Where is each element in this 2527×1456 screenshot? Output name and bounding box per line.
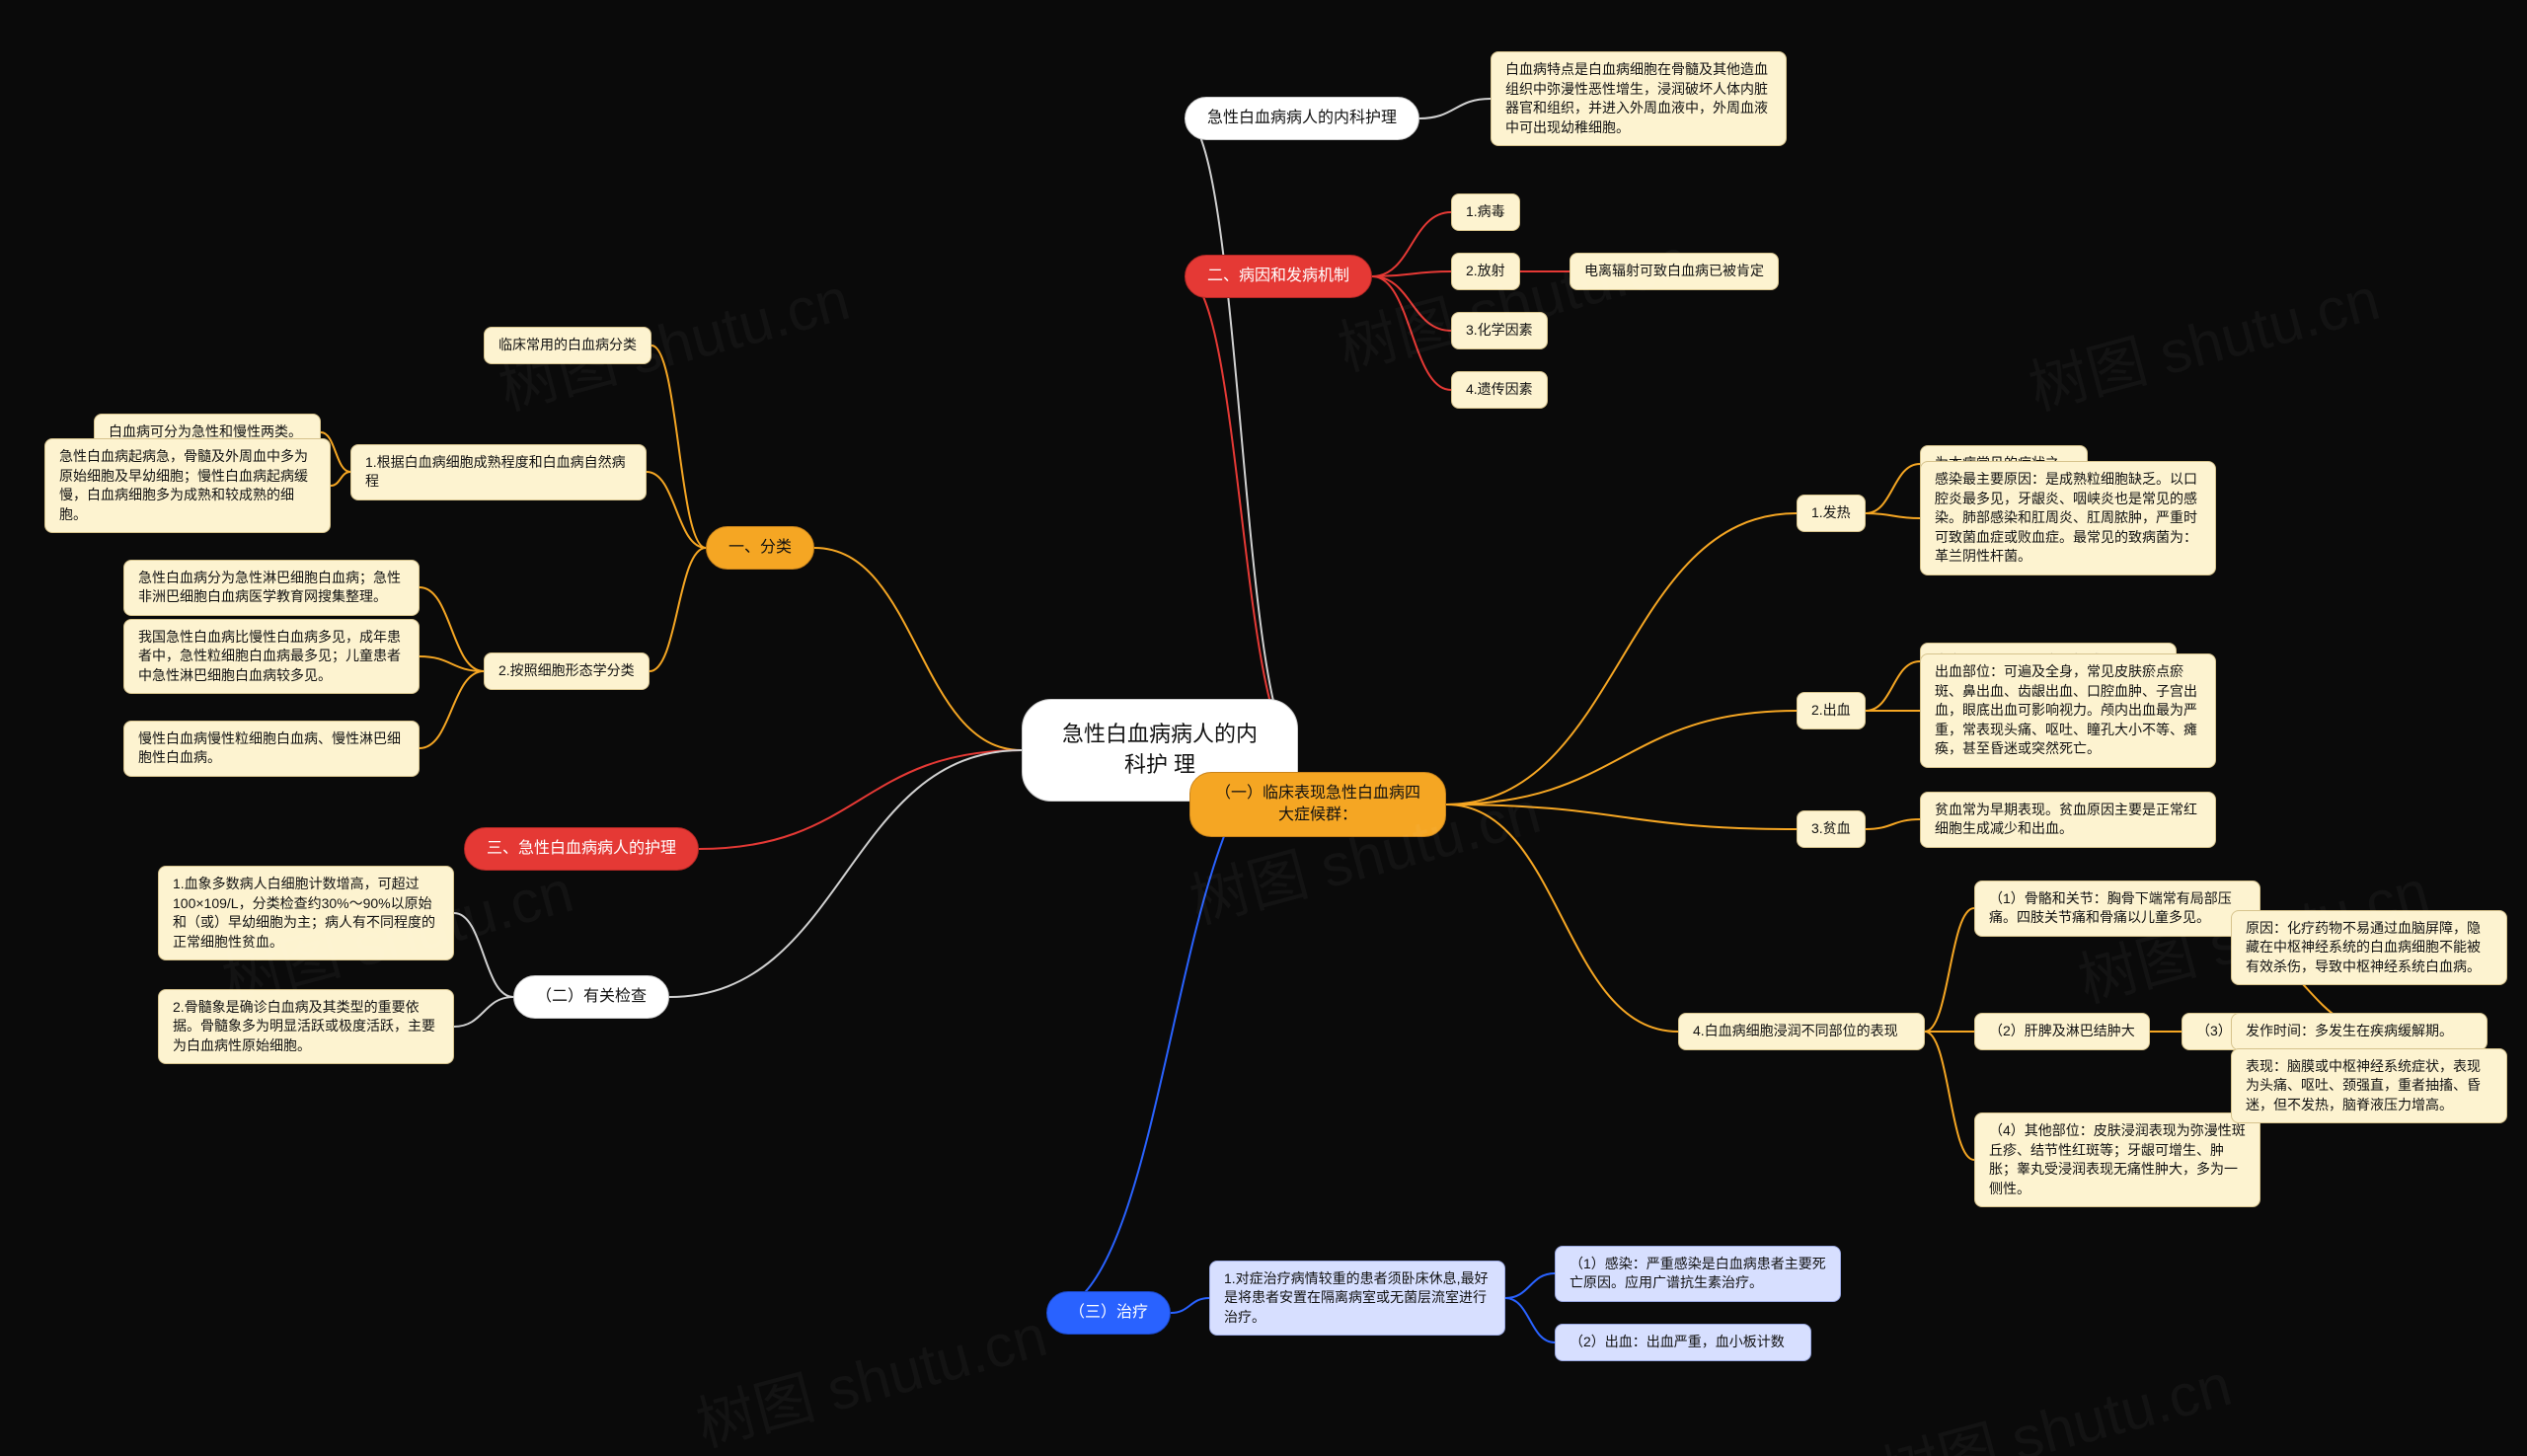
mindmap-node[interactable]: 发作时间：多发生在疾病缓解期。 xyxy=(2231,1013,2488,1050)
mindmap-link xyxy=(420,587,484,671)
mindmap-link xyxy=(1505,1273,1555,1298)
mindmap-node[interactable]: 三、急性白血病病人的护理 xyxy=(464,827,699,871)
mindmap-link xyxy=(1925,1032,1974,1160)
mindmap-link xyxy=(669,750,1022,997)
mindmap-link xyxy=(1419,99,1491,118)
mindmap-link xyxy=(650,548,706,671)
mindmap-node[interactable]: （二）有关检查 xyxy=(513,975,669,1019)
mindmap-node[interactable]: （4）其他部位：皮肤浸润表现为弥漫性斑丘疹、结节性红斑等；牙龈可增生、肿胀；睾丸… xyxy=(1974,1112,2260,1207)
mindmap-node[interactable]: 2.放射 xyxy=(1451,253,1520,290)
mindmap-node[interactable]: 临床常用的白血病分类 xyxy=(484,327,651,364)
watermark: 树图 shutu.cn xyxy=(686,1287,1055,1456)
mindmap-node[interactable]: 1.对症治疗病情较重的患者须卧床休息,最好是将患者安置在隔离病室或无菌层流室进行… xyxy=(1209,1261,1505,1337)
mindmap-link xyxy=(1866,513,1920,518)
mindmap-node[interactable]: 贫血常为早期表现。贫血原因主要是正常红细胞生成减少和出血。 xyxy=(1920,792,2216,848)
mindmap-link xyxy=(1866,819,1920,829)
mindmap-node[interactable]: 1.病毒 xyxy=(1451,193,1520,231)
mindmap-node[interactable]: 电离辐射可致白血病已被肯定 xyxy=(1570,253,1779,290)
mindmap-link xyxy=(420,656,484,671)
mindmap-node[interactable]: 3.化学因素 xyxy=(1451,312,1548,349)
mindmap-node[interactable]: （一）临床表现急性白血病四大症候群： xyxy=(1189,772,1446,838)
mindmap-link xyxy=(1866,464,1920,513)
mindmap-link xyxy=(1185,276,1298,750)
mindmap-link xyxy=(331,472,350,486)
mindmap-node[interactable]: 急性白血病病人的内科护理 xyxy=(1185,97,1419,140)
mindmap-link xyxy=(1505,1298,1555,1342)
mindmap-node[interactable]: 慢性白血病慢性粒细胞白血病、慢性淋巴细胞性白血病。 xyxy=(123,721,420,777)
mindmap-node[interactable]: 急性白血病分为急性淋巴细胞白血病；急性非洲巴细胞白血病医学教育网搜集整理。 xyxy=(123,560,420,616)
mindmap-link xyxy=(1446,805,1797,829)
mindmap-node[interactable]: 一、分类 xyxy=(706,526,814,570)
mindmap-node[interactable]: 出血部位：可遍及全身，常见皮肤瘀点瘀斑、鼻出血、齿龈出血、口腔血肿、子宫出血，眼… xyxy=(1920,653,2216,768)
mindmap-link xyxy=(1372,212,1451,276)
mindmap-node[interactable]: （1）感染：严重感染是白血病患者主要死亡原因。应用广谱抗生素治疗。 xyxy=(1555,1246,1841,1302)
mindmap-link xyxy=(1446,513,1797,805)
mindmap-node[interactable]: 我国急性白血病比慢性白血病多见，成年患者中，急性粒细胞白血病最多见；儿童患者中急… xyxy=(123,619,420,695)
mindmap-node[interactable]: （2）肝脾及淋巴结肿大 xyxy=(1974,1013,2150,1050)
watermark: 树图 shutu.cn xyxy=(2019,251,2388,426)
mindmap-link xyxy=(454,997,513,1027)
mindmap-link xyxy=(1925,908,1974,1032)
mindmap-node[interactable]: 原因：化疗药物不易通过血脑屏障，隐藏在中枢神经系统的白血病细胞不能被有效杀伤，导… xyxy=(2231,910,2507,986)
mindmap-node[interactable]: 2.骨髓象是确诊白血病及其类型的重要依据。骨髓象多为明显活跃或极度活跃，主要为白… xyxy=(158,989,454,1065)
mindmap-link xyxy=(1372,276,1451,331)
mindmap-link xyxy=(651,345,706,548)
mindmap-node[interactable]: 1.根据白血病细胞成熟程度和白血病自然病程 xyxy=(350,444,647,500)
mindmap-node[interactable]: 2.按照细胞形态学分类 xyxy=(484,652,650,690)
mindmap-node[interactable]: 3.贫血 xyxy=(1797,810,1866,848)
mindmap-node[interactable]: 白血病特点是白血病细胞在骨髓及其他造血组织中弥漫性恶性增生，浸润破坏人体内脏器官… xyxy=(1491,51,1787,146)
mindmap-node[interactable]: 急性白血病起病急，骨髓及外周血中多为原始细胞及早幼细胞；慢性白血病起病缓慢，白血… xyxy=(44,438,331,533)
mindmap-link xyxy=(454,913,513,997)
watermark: 树图 shutu.cn xyxy=(1871,1337,2240,1456)
mindmap-link xyxy=(1185,118,1298,750)
mindmap-link xyxy=(1446,805,1678,1032)
mindmap-node[interactable]: （2）出血：出血严重，血小板计数 xyxy=(1555,1324,1811,1361)
mindmap-node[interactable]: （三）治疗 xyxy=(1046,1291,1171,1335)
mindmap-node[interactable]: 表现：脑膜或中枢神经系统症状，表现为头痛、呕吐、颈强直，重者抽搐、昏迷，但不发热… xyxy=(2231,1048,2507,1124)
mindmap-link xyxy=(420,671,484,748)
mindmap-link xyxy=(1866,661,1920,711)
mindmap-link xyxy=(647,472,706,548)
mindmap-link xyxy=(1372,276,1451,390)
mindmap-node[interactable]: 2.出血 xyxy=(1797,692,1866,729)
mindmap-node[interactable]: 4.白血病细胞浸润不同部位的表现 xyxy=(1678,1013,1925,1050)
mindmap-node[interactable]: 感染最主要原因：是成熟粒细胞缺乏。以口腔炎最多见，牙龈炎、咽峡炎也是常见的感染。… xyxy=(1920,461,2216,575)
mindmap-link xyxy=(1171,1298,1209,1313)
mindmap-link xyxy=(699,750,1022,849)
mindmap-node[interactable]: 1.血象多数病人白细胞计数增高，可超过100×109/L，分类检查约30%～90… xyxy=(158,866,454,960)
mindmap-link xyxy=(1446,711,1797,805)
watermark: 树图 shutu.cn xyxy=(1328,211,1697,387)
mindmap-node[interactable]: 4.遗传因素 xyxy=(1451,371,1548,409)
mindmap-node[interactable]: 1.发热 xyxy=(1797,495,1866,532)
mindmap-link xyxy=(814,548,1022,750)
mindmap-node[interactable]: 二、病因和发病机制 xyxy=(1185,255,1372,298)
mindmap-link xyxy=(1372,271,1451,276)
mindmap-node[interactable]: （1）骨骼和关节：胸骨下端常有局部压痛。四肢关节痛和骨痛以儿童多见。 xyxy=(1974,881,2260,937)
